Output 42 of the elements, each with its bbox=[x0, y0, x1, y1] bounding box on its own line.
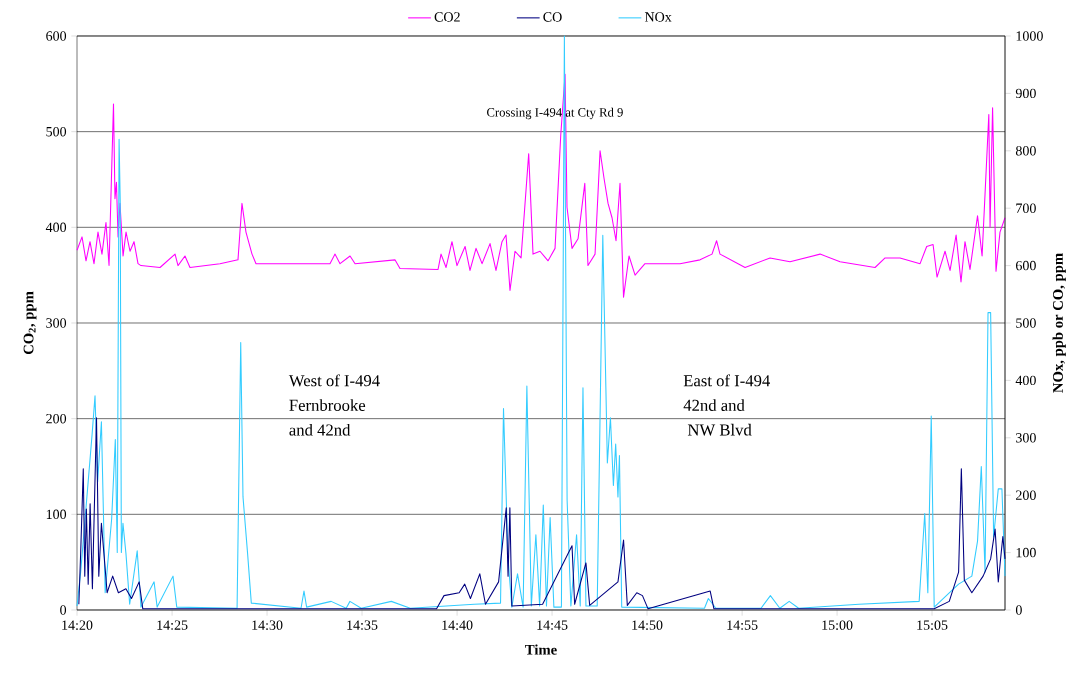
x-tick-label: 14:30 bbox=[252, 620, 283, 630]
y-tick-label: 200 bbox=[46, 413, 67, 424]
legend-label: NOx bbox=[644, 12, 672, 22]
annotation: 42nd and bbox=[683, 399, 745, 411]
y2-tick-label: 200 bbox=[1016, 490, 1036, 500]
line-series bbox=[76, 35, 1006, 609]
x-tick-label: 15:05 bbox=[917, 620, 948, 630]
y2-axis-title: NOx, ppb or CO, ppm bbox=[1052, 253, 1066, 393]
y2-tick-label: 900 bbox=[1015, 88, 1036, 99]
y2-tick-label: 300 bbox=[1016, 433, 1036, 443]
y2-tick-label: 800 bbox=[1015, 146, 1036, 156]
y2-tick-label: 700 bbox=[1016, 203, 1036, 213]
y-tick-label: 100 bbox=[46, 509, 67, 520]
x-axis-title: Time bbox=[525, 644, 557, 655]
annotation: East of I-494 bbox=[683, 374, 771, 387]
x-tick-label: 14:20 bbox=[62, 620, 93, 630]
y-tick-label: 400 bbox=[45, 222, 67, 233]
y2-tick-label: 400 bbox=[1015, 375, 1036, 386]
y2-tick-label: 500 bbox=[1016, 318, 1036, 328]
y2-tick-label: 1000 bbox=[1016, 31, 1043, 41]
y-tick-label: 300 bbox=[46, 318, 67, 328]
x-tick-label: 14:55 bbox=[727, 620, 758, 630]
legend-label: CO bbox=[543, 12, 562, 22]
y-axis-title: CO$_{2}$, ppm bbox=[23, 291, 37, 355]
annotation: West of I-494 bbox=[288, 374, 380, 387]
y-tick-label: 500 bbox=[46, 126, 67, 137]
line-series bbox=[78, 417, 1006, 610]
y2-tick-label: 0 bbox=[1015, 605, 1022, 615]
x-tick-label: 15:00 bbox=[822, 620, 853, 630]
y-tick-label: 600 bbox=[46, 31, 67, 41]
legend-label: CO2 bbox=[434, 12, 460, 22]
annotation: NW Blvd bbox=[687, 423, 752, 436]
annotation: Fernbrooke bbox=[289, 399, 366, 411]
y2-tick-label: 600 bbox=[1016, 260, 1036, 271]
x-tick-label: 14:50 bbox=[632, 620, 663, 630]
y-tick-label: 0 bbox=[60, 605, 67, 615]
x-tick-label: 14:35 bbox=[347, 620, 378, 630]
x-tick-label: 14:45 bbox=[537, 620, 568, 630]
y2-tick-label: 100 bbox=[1016, 547, 1036, 558]
x-tick-label: 14:25 bbox=[157, 620, 188, 630]
x-tick-label: 14:40 bbox=[442, 620, 473, 630]
annotation: and 42nd bbox=[289, 423, 351, 436]
